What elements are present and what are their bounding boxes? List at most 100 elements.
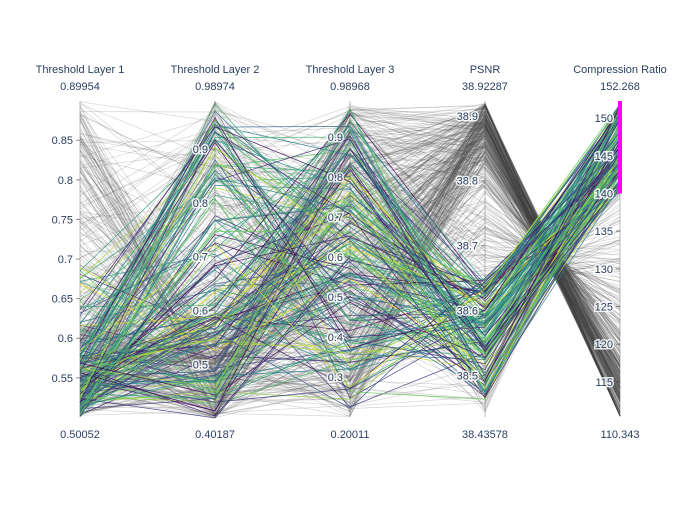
tick-label: 0.9 — [328, 132, 343, 144]
tick-label: 0.7 — [58, 254, 73, 266]
unselected-line — [79, 144, 621, 358]
unselected-line — [79, 117, 621, 403]
unselected-line — [79, 122, 621, 399]
unselected-line — [79, 110, 621, 416]
unselected-line — [79, 105, 621, 385]
axis-min-label: 110.343 — [601, 429, 640, 441]
selected-line — [79, 131, 621, 403]
unselected-line — [79, 114, 621, 412]
unselected-line — [79, 118, 621, 414]
unselected-line — [79, 111, 621, 381]
tick-label: 120 — [595, 339, 613, 351]
unselected-line — [79, 147, 621, 413]
tick-label: 140 — [595, 188, 613, 200]
tick-label: 38.6 — [457, 305, 478, 317]
unselected-line — [79, 133, 621, 360]
unselected-line — [79, 108, 621, 382]
unselected-line — [79, 111, 621, 392]
unselected-line — [79, 126, 621, 413]
selected-line — [79, 117, 621, 387]
unselected-line — [79, 102, 621, 416]
tick-label: 38.7 — [457, 241, 478, 253]
selected-line — [79, 117, 621, 395]
unselected-line — [79, 106, 621, 389]
selected-line — [79, 105, 621, 383]
selected-line — [79, 153, 621, 364]
unselected-line — [79, 125, 621, 409]
unselected-line — [79, 122, 621, 404]
selected-line — [79, 166, 621, 365]
selected-line — [79, 110, 621, 380]
unselected-line — [79, 136, 621, 369]
unselected-line — [79, 132, 621, 416]
unselected-line — [79, 117, 621, 417]
axis-compression_ratio[interactable]: Compression Ratio 152.268 110.343 115 120 125… — [573, 64, 667, 441]
axis-max-label: 0.98968 — [330, 81, 370, 93]
selected-line — [79, 106, 621, 356]
unselected-line — [79, 129, 621, 410]
tick-label: 0.75 — [52, 214, 73, 226]
unselected-line — [79, 103, 621, 410]
tick-label: 130 — [595, 264, 613, 276]
axis-title: Threshold Layer 1 — [36, 64, 125, 76]
axis-threshold_layer_3[interactable]: Threshold Layer 3 0.98968 0.20011 0.3 0.4 0.5… — [306, 64, 395, 441]
axis-threshold_layer_2[interactable]: Threshold Layer 2 0.98974 0.40187 0.5 0.6 0.7… — [171, 64, 260, 441]
unselected-line — [79, 141, 621, 407]
unselected-line — [79, 105, 621, 411]
unselected-line — [79, 113, 621, 378]
unselected-line — [79, 120, 621, 372]
axis-max-label: 0.98974 — [195, 81, 235, 93]
selected-line — [79, 169, 621, 357]
selected-line — [79, 154, 621, 391]
selected-line — [79, 175, 621, 407]
axis-psnr[interactable]: PSNR 38.92287 38.43578 38.5 38.6 38.7 38.8 38.9 — [455, 64, 508, 441]
selected-line — [79, 125, 621, 405]
unselected-line — [79, 128, 621, 406]
selected-line — [79, 107, 621, 344]
selected-line — [79, 131, 621, 384]
selected-line — [79, 109, 621, 385]
axis-title: Compression Ratio — [573, 64, 667, 76]
unselected-line — [79, 125, 621, 419]
selected-line — [79, 148, 621, 409]
unselected-line — [79, 149, 621, 403]
axis-threshold_layer_1[interactable]: Threshold Layer 1 0.89954 0.50052 0.55 0.6 0.… — [36, 64, 125, 441]
selected-line — [79, 151, 621, 407]
unselected-line — [79, 145, 621, 374]
selected-line — [79, 103, 621, 395]
constraint-brush[interactable] — [618, 101, 622, 194]
selected-line — [79, 164, 621, 398]
unselected-line — [79, 115, 621, 412]
unselected-line — [79, 150, 621, 400]
unselected-line — [79, 156, 621, 381]
tick-label: 0.55 — [52, 373, 73, 385]
selected-line — [79, 120, 621, 392]
unselected-line — [79, 135, 621, 379]
unselected-line — [79, 113, 621, 412]
tick-label: 0.6 — [328, 252, 343, 264]
tick-label: 0.8 — [193, 198, 208, 210]
tick-label: 0.8 — [58, 175, 73, 187]
tick-label: 38.8 — [457, 176, 478, 188]
selected-line — [79, 189, 621, 391]
tick-label: 150 — [595, 113, 613, 125]
axes-layer: Threshold Layer 1 0.89954 0.50052 0.55 0.6 0.… — [36, 64, 667, 441]
selected-line — [79, 107, 621, 415]
unselected-line — [79, 153, 621, 401]
selected-line — [79, 126, 621, 349]
axis-min-label: 0.50052 — [60, 429, 100, 441]
unselected-line — [79, 106, 621, 383]
unselected-line — [79, 161, 621, 386]
selected-line — [79, 137, 621, 365]
axis-title: Threshold Layer 3 — [306, 64, 395, 76]
selected-line — [79, 146, 621, 409]
unselected-line — [79, 158, 621, 372]
unselected-line — [79, 202, 621, 329]
selected-line — [79, 180, 621, 382]
tick-label: 0.4 — [328, 332, 343, 344]
unselected-line — [79, 115, 621, 407]
selected-line — [79, 158, 621, 389]
unselected-line — [79, 118, 621, 375]
tick-label: 0.6 — [193, 305, 208, 317]
unselected-line — [79, 115, 621, 416]
